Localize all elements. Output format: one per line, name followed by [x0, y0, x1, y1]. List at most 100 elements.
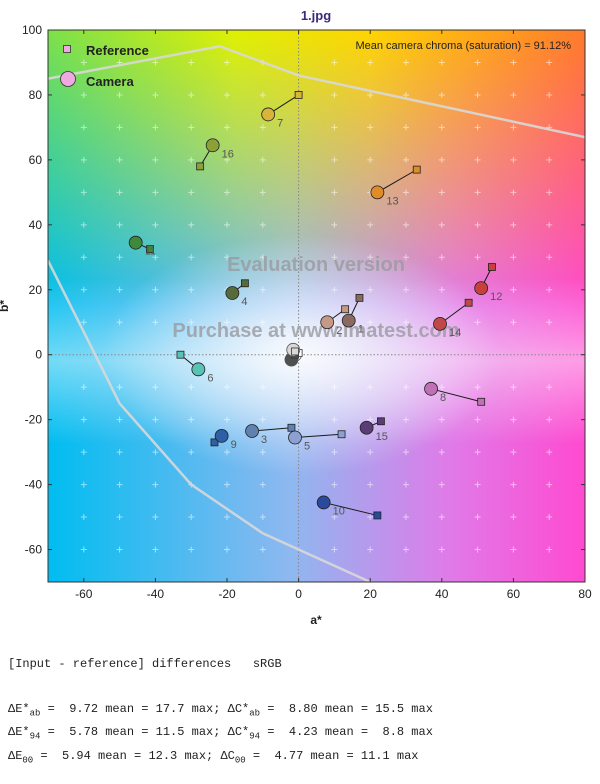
y-tick-label: -60 — [25, 543, 43, 557]
patch-13-reference — [412, 165, 421, 174]
watermark-purchase: Purchase at www.imatest.com — [172, 320, 459, 342]
grid-cross — [403, 546, 409, 553]
grid-cross — [152, 156, 159, 163]
grid-cross — [510, 546, 517, 553]
patch-11-reference — [146, 245, 154, 254]
grid-cross — [116, 254, 123, 261]
stats-text: = 5.94 mean = 12.3 max; ΔC — [33, 748, 235, 763]
patch-15-label: 15 — [376, 431, 388, 443]
x-tick-label: 60 — [507, 587, 521, 601]
patch-5-camera — [288, 430, 302, 445]
grid-cross — [224, 416, 230, 423]
y-tick-label: -40 — [25, 478, 43, 492]
grid-cross — [438, 59, 445, 66]
grid-cross — [224, 546, 230, 553]
grid-cross — [80, 384, 87, 391]
patch-14-label: 14 — [449, 327, 461, 339]
grid-cross — [403, 286, 409, 293]
grid-cross — [224, 481, 230, 488]
grid-cross — [80, 59, 87, 66]
grid-cross — [80, 449, 87, 456]
stats-text: = 4.23 mean = 8.8 max — [260, 725, 433, 740]
patch-8-reference — [477, 397, 486, 406]
patch-12-label: 12 — [490, 291, 502, 303]
grid-cross — [259, 481, 266, 488]
grid-cross — [224, 449, 230, 456]
grid-cross — [116, 546, 123, 553]
patch-1-reference — [355, 293, 364, 302]
grid-cross — [438, 286, 445, 293]
stats-text: = 4.77 mean = 11.1 max — [245, 748, 419, 763]
grid-cross — [259, 416, 266, 423]
patch-13-label: 13 — [386, 195, 398, 207]
grid-cross — [331, 221, 338, 228]
grid — [48, 30, 585, 582]
grid-cross — [331, 156, 338, 163]
patch-13-camera — [370, 185, 385, 200]
chart-title: 1.jpg — [301, 8, 331, 23]
grid-cross — [259, 124, 266, 131]
grid-cross — [438, 221, 445, 228]
grid-cross — [259, 156, 266, 163]
patch-9-label: 9 — [231, 439, 237, 451]
grid-cross — [510, 514, 517, 521]
grid-cross — [403, 124, 409, 131]
grid-cross — [474, 481, 481, 488]
patch-8-label: 8 — [440, 392, 446, 404]
grid-cross — [474, 189, 481, 196]
grid-cross — [546, 189, 553, 196]
grid-cross — [331, 514, 338, 521]
grid-cross — [510, 91, 517, 98]
patch-8-camera — [424, 381, 438, 396]
grid-cross — [474, 156, 481, 163]
patch-10-camera — [316, 495, 331, 510]
patch-16-camera — [205, 138, 220, 153]
chart: Evaluation version Purchase at www.imates… — [0, 8, 592, 627]
y-tick-label: 20 — [29, 283, 43, 297]
patch-16-label: 16 — [222, 148, 234, 160]
grid-cross — [510, 449, 517, 456]
y-tick-label: 80 — [29, 88, 43, 102]
stats-subscript: 00 — [22, 755, 34, 766]
grid-cross — [438, 189, 445, 196]
legend-reference-label: Reference — [86, 43, 149, 58]
patch-3-camera — [245, 424, 259, 438]
grid-cross — [188, 91, 195, 98]
grid-cross — [403, 254, 409, 261]
grid-cross — [224, 59, 230, 66]
grid-cross — [438, 481, 445, 488]
grid-cross — [474, 546, 481, 553]
grid-cross — [116, 481, 123, 488]
stats-subscript: 94 — [249, 731, 261, 742]
grid-cross — [80, 481, 87, 488]
stats-block: [Input - reference] differences sRGB ΔE*… — [8, 629, 593, 784]
grid-cross — [152, 514, 159, 521]
grid-cross — [259, 286, 266, 293]
grid-cross — [403, 156, 409, 163]
grid-cross — [403, 514, 409, 521]
grid-cross — [367, 286, 374, 293]
patch-5-reference — [337, 430, 346, 439]
grid-cross — [259, 91, 266, 98]
stats-line: ΔE*ab = 9.72 mean = 17.7 max; ΔC*ab = 8.… — [8, 700, 593, 723]
grid-cross — [331, 254, 338, 261]
patch-1-camera — [341, 313, 356, 328]
patch-1-label: 1 — [358, 324, 364, 336]
grid-cross — [188, 189, 195, 196]
grid-cross — [546, 416, 553, 423]
grid-cross — [510, 124, 517, 131]
grid-cross — [188, 514, 195, 521]
grid-cross — [546, 59, 553, 66]
patch-7-label: 7 — [277, 117, 283, 129]
grid-cross — [403, 59, 409, 66]
grid-cross — [152, 416, 159, 423]
grid-cross — [259, 449, 266, 456]
grid-cross — [546, 156, 553, 163]
patch-5-label: 5 — [304, 441, 310, 453]
grid-cross — [224, 91, 230, 98]
y-tick-label: 0 — [35, 348, 42, 362]
grid-cross — [224, 384, 230, 391]
y-tick-label: 100 — [22, 23, 42, 37]
grid-cross — [224, 124, 230, 131]
patch-14-camera — [433, 316, 447, 331]
